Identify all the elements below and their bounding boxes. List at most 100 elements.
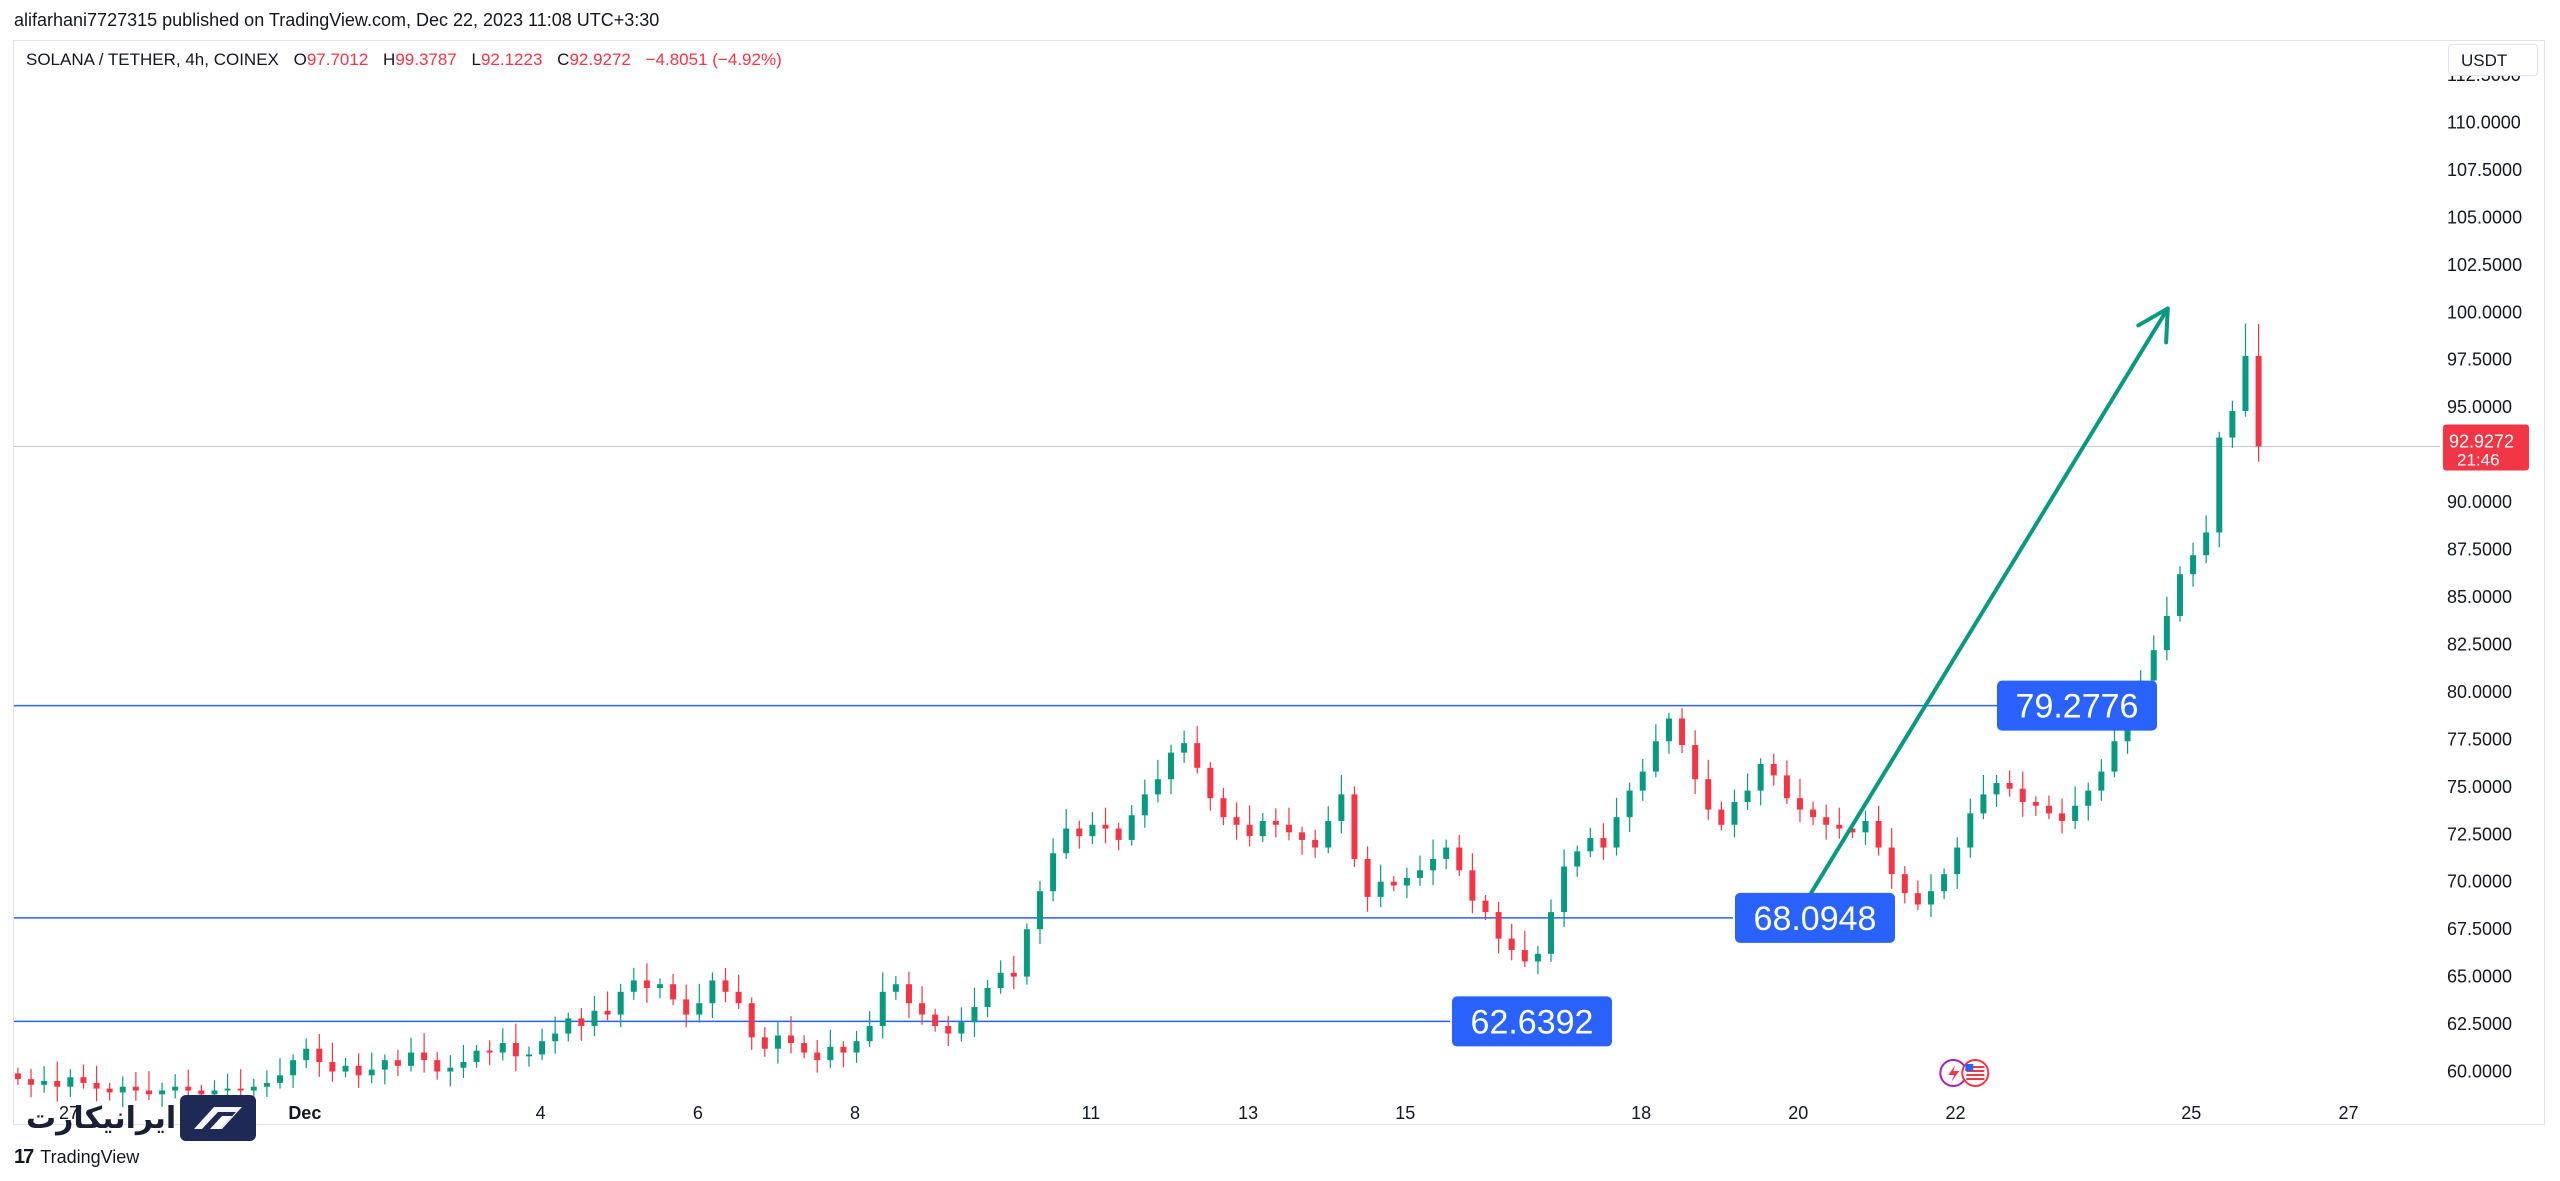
candle-up: [1652, 741, 1659, 772]
level-badge-label: 68.0948: [1754, 900, 1877, 938]
candle-down: [2255, 355, 2262, 447]
candle-up: [342, 1065, 349, 1072]
candle-up: [1416, 870, 1423, 878]
lightning-glyph: [1948, 1065, 1960, 1082]
candle-up: [1626, 790, 1633, 818]
price-axis: 60.0000 62.5000 65.0000 67.5000 70.0000 72.50…: [2447, 65, 2522, 1082]
candles: [14, 323, 2262, 1108]
candle-down: [198, 1090, 205, 1095]
candle-down: [14, 1073, 21, 1080]
time-axis: 2729Dec4681113151820222527: [59, 1103, 2359, 1123]
candle-up: [211, 1090, 218, 1095]
tradingview-footer[interactable]: 17 TradingView: [14, 1146, 139, 1169]
candle-up: [696, 1003, 703, 1015]
x-tick-label: 22: [1946, 1103, 1966, 1123]
x-tick-label: 11: [1082, 1103, 1101, 1123]
candle-up: [892, 984, 899, 992]
candle-down: [1207, 767, 1214, 799]
high-label: H: [383, 50, 396, 69]
candle-up: [1941, 874, 1948, 892]
y-tick-label: 110.0000: [2447, 112, 2521, 132]
flag-canton: [1965, 1064, 1974, 1071]
candle-down: [761, 1037, 768, 1049]
candle-down: [1836, 824, 1843, 829]
candle-up: [709, 980, 716, 1004]
candle-down: [329, 1062, 336, 1072]
logo-text: ایرانیکارت: [26, 1100, 177, 1136]
candle-down: [106, 1088, 113, 1093]
candle-down: [1679, 718, 1686, 746]
candle-up: [263, 1082, 270, 1087]
y-tick-label: 75.0000: [2447, 777, 2512, 797]
candle-down: [93, 1082, 100, 1089]
candle-down: [132, 1086, 139, 1091]
candle-down: [1364, 858, 1371, 897]
candle-down: [788, 1035, 795, 1044]
open-value: 97.7012: [306, 50, 369, 69]
candle-up: [774, 1035, 781, 1049]
candle-up: [1036, 891, 1043, 930]
candle-down: [145, 1090, 152, 1095]
candle-down: [1390, 881, 1397, 886]
candle-down: [1849, 828, 1856, 833]
candle-down: [1285, 824, 1292, 833]
candle-up: [1967, 813, 1974, 848]
candle-up: [1430, 858, 1437, 871]
candle-down: [1456, 847, 1463, 871]
y-tick-label: 87.5000: [2447, 540, 2512, 560]
candle-down: [1495, 912, 1502, 939]
candle-up: [1639, 771, 1646, 791]
close-label: C: [557, 50, 570, 69]
x-tick-label: 4: [536, 1103, 546, 1123]
tradingview-logo-icon: 17: [14, 1146, 34, 1168]
candle-down: [394, 1060, 401, 1066]
candle-down: [1770, 764, 1777, 776]
candle-down: [1901, 874, 1908, 894]
candle-down: [316, 1048, 323, 1063]
x-tick-label: 8: [850, 1103, 860, 1123]
candle-down: [643, 980, 650, 989]
candle-up: [2150, 650, 2157, 681]
candle-down: [1102, 824, 1109, 829]
support-resistance-levels: [14, 704, 2000, 1023]
candle-down: [1299, 832, 1306, 840]
candle-up: [1731, 801, 1738, 825]
candle-down: [1076, 828, 1083, 837]
candle-up: [1338, 794, 1345, 821]
level-badge: [1452, 996, 1612, 1047]
y-tick-label: 107.5000: [2447, 160, 2522, 180]
candle-down: [1705, 779, 1712, 810]
open-label: O: [293, 50, 307, 69]
candle-up: [67, 1077, 74, 1087]
candle-down: [1692, 745, 1699, 780]
y-tick-label: 65.0000: [2447, 967, 2512, 987]
candle-down: [1600, 838, 1607, 848]
candle-up: [408, 1052, 415, 1066]
y-tick-label: 60.0000: [2447, 1062, 2512, 1082]
currency-selector[interactable]: USDT: [2448, 44, 2538, 76]
candle-up: [159, 1090, 166, 1095]
candle-down: [1233, 817, 1240, 825]
candle-up: [2072, 805, 2079, 821]
candle-up: [290, 1060, 297, 1076]
price-tag-countdown: 21:46: [2457, 451, 2500, 470]
candle-up: [617, 991, 624, 1015]
candle-up: [250, 1086, 257, 1091]
level-badge: [1997, 680, 2157, 731]
x-tick-label: Dec: [288, 1103, 321, 1123]
candle-up: [1928, 891, 1935, 905]
candle-down: [2019, 788, 2026, 802]
candle-down: [434, 1060, 441, 1072]
y-tick-label: 97.5000: [2447, 350, 2512, 370]
y-tick-label: 77.5000: [2447, 729, 2512, 749]
candle-up: [2242, 355, 2249, 411]
price-tag-box: [2443, 424, 2529, 471]
candle-up: [1534, 953, 1541, 962]
arrow-head: [2136, 306, 2170, 345]
candle-up: [630, 980, 637, 992]
y-tick-label: 67.5000: [2447, 919, 2512, 939]
candle-down: [1823, 817, 1830, 825]
candle-down: [1508, 938, 1515, 951]
candle-up: [2111, 741, 2118, 772]
